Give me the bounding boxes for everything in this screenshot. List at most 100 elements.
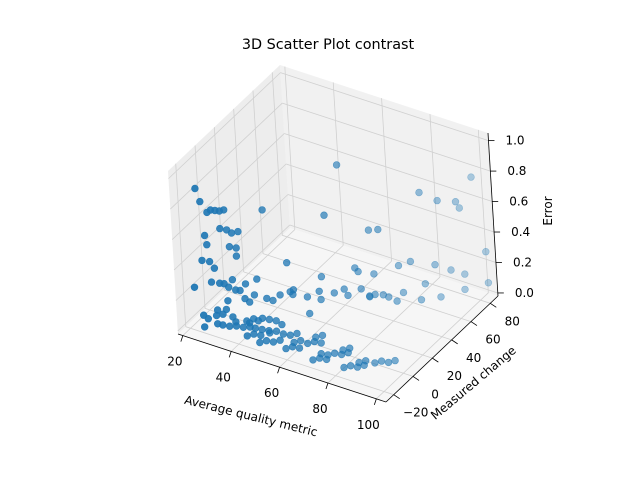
scatter-point [421, 280, 429, 288]
scatter-point [288, 343, 297, 351]
scatter-point [243, 317, 251, 325]
scatter-point [399, 288, 408, 297]
scatter-point [303, 293, 312, 301]
z-tick-label: 0.0 [515, 286, 534, 300]
grid-line-y-floor [262, 253, 472, 322]
grid-line-x-back [477, 129, 489, 293]
scatter-point [272, 317, 280, 325]
scatter-point [318, 331, 327, 340]
scatter-point [289, 290, 297, 299]
z-tick-label: 0.2 [513, 255, 532, 269]
y-tick-label: 20 [447, 369, 462, 383]
scatter-point [364, 226, 373, 234]
y-tick-label: 40 [466, 351, 481, 365]
scatter-point [293, 329, 301, 338]
scatter-point [266, 329, 274, 337]
scatter-point [269, 338, 278, 346]
grid-line-z-back [284, 133, 493, 202]
x-tick-label: 100 [357, 418, 380, 432]
scatter-point [276, 336, 284, 344]
y-tick-mark [412, 376, 420, 381]
scatter-point [347, 362, 355, 370]
grid-line-z-back [285, 163, 495, 233]
grid-line-x-back [284, 66, 296, 230]
scatter-point [262, 337, 271, 345]
scatter-point [317, 295, 325, 304]
scatter-point [406, 257, 415, 266]
x-tick-mark [325, 382, 329, 390]
z-tick-label: 0.8 [507, 164, 526, 178]
scatter-point [331, 349, 339, 357]
z-axis-label: Error [541, 196, 555, 225]
scatter-point [206, 206, 215, 214]
scatter-point [461, 270, 469, 278]
scatter-point [272, 327, 281, 335]
x-axis-line [177, 333, 387, 403]
scatter-point [417, 296, 426, 304]
grid-line-x-back [429, 113, 441, 278]
grid-line-z-left [171, 133, 285, 240]
z-tick-label: 0.4 [511, 225, 530, 239]
scatter-point [224, 297, 232, 305]
scatter-point [250, 330, 258, 338]
scatter-point [351, 264, 359, 272]
scatter-point [225, 243, 234, 251]
scatter-point [243, 332, 252, 340]
scatter-point [250, 291, 259, 299]
grid-line-z-back [282, 102, 491, 172]
scatter-point [391, 356, 399, 365]
scatter-point [286, 331, 294, 339]
x-tick-label: 20 [167, 355, 182, 369]
y-tick-label: 80 [505, 314, 520, 328]
scatter-point [415, 188, 423, 197]
scatter-point [258, 206, 266, 214]
scatter-point [353, 363, 362, 371]
x-tick-label: 80 [312, 402, 327, 416]
scatter-point [455, 204, 463, 212]
left-pane [168, 65, 290, 334]
scatter-point [232, 322, 241, 330]
data-points [190, 161, 493, 372]
scatter-point [269, 296, 277, 305]
scatter-point [200, 311, 208, 319]
grid-line-y-left [252, 90, 264, 254]
z-tick-label: 0.6 [509, 195, 528, 209]
scatter-point [317, 273, 326, 281]
scatter-point [216, 279, 224, 287]
scatter-point [393, 297, 401, 305]
scatter-point [451, 198, 460, 206]
axis-lines [177, 132, 504, 405]
scatter-point [216, 224, 224, 233]
scatter-point [370, 270, 378, 278]
scatter-point [482, 248, 490, 256]
y-tick-mark [432, 357, 439, 363]
scatter-point [437, 293, 445, 301]
scatter-point [198, 256, 206, 265]
z-tick-label: 1.0 [505, 134, 524, 148]
axis-panes [168, 65, 498, 402]
scatter-point [256, 338, 264, 347]
scatter-point [379, 291, 387, 299]
scatter-point [366, 292, 374, 300]
scatter-point [317, 339, 325, 347]
y-tick-mark [490, 302, 497, 308]
grid-line-x-floor [376, 292, 489, 400]
scatter-point [239, 323, 248, 331]
scatter-point [201, 323, 209, 331]
scatter-point [210, 264, 219, 272]
scatter-point [371, 359, 379, 367]
x-tick-mark [277, 367, 280, 374]
scatter-point [190, 283, 199, 291]
y-tick-mark [451, 339, 458, 345]
grid-line-y-left [194, 145, 206, 309]
scatter-point [340, 285, 348, 293]
floor-pane [178, 228, 498, 402]
scatter-point [191, 184, 199, 193]
scatter-point [310, 337, 319, 346]
grid-line-z-back [280, 72, 489, 141]
y-tick-label: 0 [431, 387, 439, 401]
scatter-point [332, 161, 341, 169]
scatter-point [357, 285, 365, 293]
scatter-point [467, 173, 475, 181]
grid-line-y-floor [243, 271, 452, 341]
